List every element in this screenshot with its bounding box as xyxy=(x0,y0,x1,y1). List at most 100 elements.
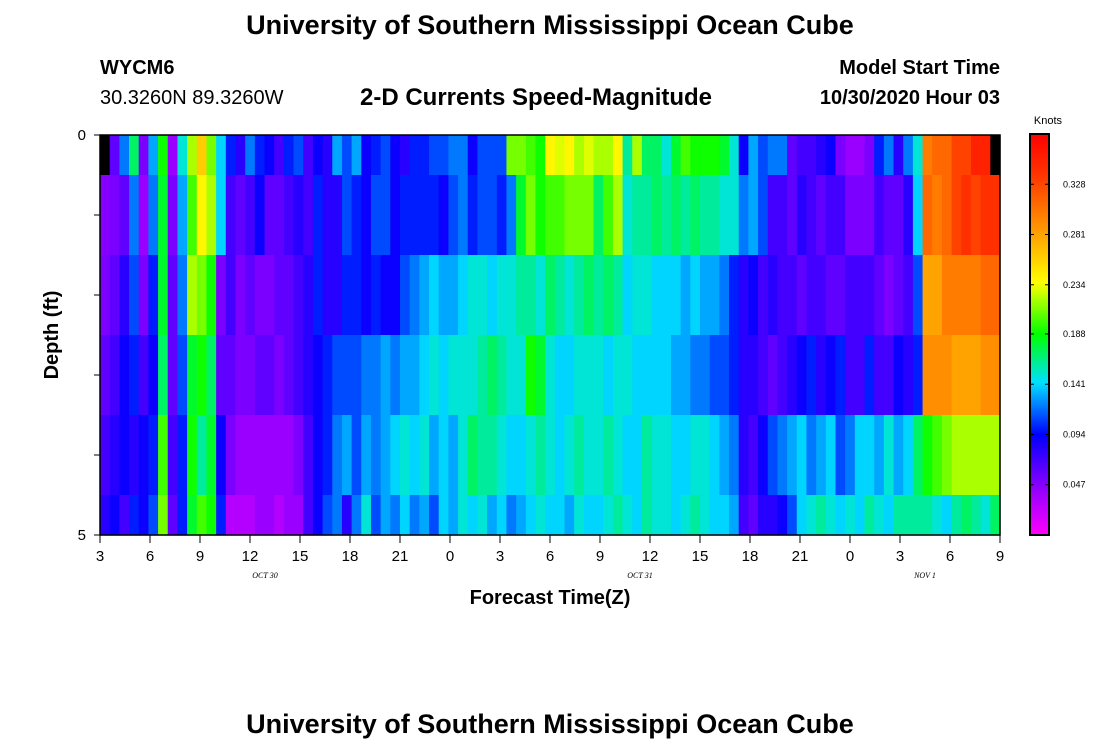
heatmap-cell xyxy=(477,335,488,416)
heatmap-cell xyxy=(932,335,943,416)
heatmap-cell xyxy=(467,495,479,536)
heatmap-cell xyxy=(603,415,614,496)
heatmap-cell xyxy=(487,495,498,536)
heatmap-cell xyxy=(583,335,595,416)
heatmap-cell xyxy=(893,415,904,496)
heatmap-cell xyxy=(796,415,808,496)
heatmap-cell xyxy=(932,175,943,256)
heatmap-cell xyxy=(680,135,691,176)
heatmap-cell xyxy=(187,135,198,176)
heatmap-cell xyxy=(467,135,479,176)
heatmap-cell xyxy=(980,495,991,536)
heatmap-cell xyxy=(961,175,972,256)
heatmap-cell xyxy=(274,255,285,336)
heatmap-cell xyxy=(796,255,808,336)
heatmap-cell xyxy=(390,335,401,416)
heatmap-cell xyxy=(661,255,672,336)
heatmap-cell xyxy=(254,335,266,416)
y-tick-label: 0 xyxy=(78,127,86,144)
heatmap-cell xyxy=(574,415,585,496)
date-label: OCT 31 xyxy=(627,571,652,580)
heatmap-cell xyxy=(651,135,662,176)
heatmap-cell xyxy=(903,335,914,416)
heatmap-cell xyxy=(796,495,808,536)
heatmap-cell xyxy=(700,415,711,496)
heatmap-cell xyxy=(303,335,314,416)
heatmap-cell xyxy=(467,335,479,416)
heatmap-cell xyxy=(767,175,779,256)
heatmap-cell xyxy=(477,135,488,176)
heatmap-cell xyxy=(196,495,208,536)
heatmap-cell xyxy=(477,255,488,336)
heatmap-cell xyxy=(806,335,817,416)
x-tick-label: 6 xyxy=(546,548,554,565)
heatmap-cell xyxy=(564,255,575,336)
heatmap-cell xyxy=(341,175,353,256)
heatmap-cell xyxy=(341,335,353,416)
heatmap-cell xyxy=(100,415,111,496)
heatmap-cell xyxy=(787,335,798,416)
heatmap-cell xyxy=(361,135,372,176)
heatmap-cell xyxy=(119,175,130,256)
heatmap-cell xyxy=(574,135,585,176)
heatmap-cell xyxy=(400,255,411,336)
heatmap-cell xyxy=(235,415,246,496)
heatmap-cell xyxy=(225,135,237,176)
page-title-top: University of Southern Mississippi Ocean… xyxy=(246,10,854,40)
heatmap-cell xyxy=(583,415,595,496)
heatmap-cell xyxy=(303,415,314,496)
heatmap-cell xyxy=(119,415,130,496)
heatmap-cell xyxy=(187,255,198,336)
heatmap-cell xyxy=(748,495,759,536)
heatmap-cell xyxy=(970,135,982,176)
heatmap-cell xyxy=(767,495,779,536)
heatmap-cell xyxy=(438,415,449,496)
heatmap-cell xyxy=(206,415,217,496)
heatmap-cell xyxy=(496,495,508,536)
heatmap-cell xyxy=(583,175,595,256)
colorbar-unit: Knots xyxy=(1034,115,1063,127)
heatmap-cell xyxy=(603,255,614,336)
heatmap-cell xyxy=(216,335,227,416)
heatmap-cell xyxy=(980,175,991,256)
heatmap-cell xyxy=(487,255,498,336)
heatmap-cell xyxy=(283,415,295,496)
colorbar-label: 0.281 xyxy=(1063,230,1086,240)
heatmap-cell xyxy=(100,135,111,176)
heatmap-cell xyxy=(419,335,430,416)
heatmap-cell xyxy=(535,175,546,256)
heatmap-cell xyxy=(409,415,420,496)
heatmap-cell xyxy=(312,175,324,256)
heatmap-cell xyxy=(670,495,682,536)
heatmap-cell xyxy=(477,175,488,256)
heatmap-cell xyxy=(796,335,808,416)
heatmap-cell xyxy=(506,335,517,416)
heatmap-cell xyxy=(845,175,856,256)
x-axis-label: Forecast Time(Z) xyxy=(470,587,631,609)
heatmap-cell xyxy=(874,415,885,496)
heatmap-cell xyxy=(835,335,846,416)
heatmap-cell xyxy=(690,495,701,536)
x-tick-label: 18 xyxy=(742,548,759,565)
heatmap-cell xyxy=(458,335,469,416)
heatmap-cell xyxy=(322,335,333,416)
heatmap-cell xyxy=(777,415,788,496)
heatmap-cell xyxy=(467,175,479,256)
heatmap-cell xyxy=(816,495,827,536)
heatmap-cell xyxy=(109,255,120,336)
heatmap-cell xyxy=(574,335,585,416)
heatmap-cell xyxy=(593,255,604,336)
heatmap-cell xyxy=(603,175,614,256)
heatmap-cell xyxy=(341,415,353,496)
x-tick-label: 3 xyxy=(96,548,104,565)
heatmap-cell xyxy=(787,255,798,336)
heatmap-cell xyxy=(941,335,953,416)
x-tick-label: 15 xyxy=(292,548,309,565)
heatmap-cell xyxy=(438,495,449,536)
heatmap-cell xyxy=(951,255,962,336)
heatmap-cell xyxy=(467,255,479,336)
heatmap-cell xyxy=(312,495,324,536)
heatmap-cell xyxy=(864,255,875,336)
heatmap-cell xyxy=(729,415,740,496)
heatmap-cell xyxy=(651,175,662,256)
